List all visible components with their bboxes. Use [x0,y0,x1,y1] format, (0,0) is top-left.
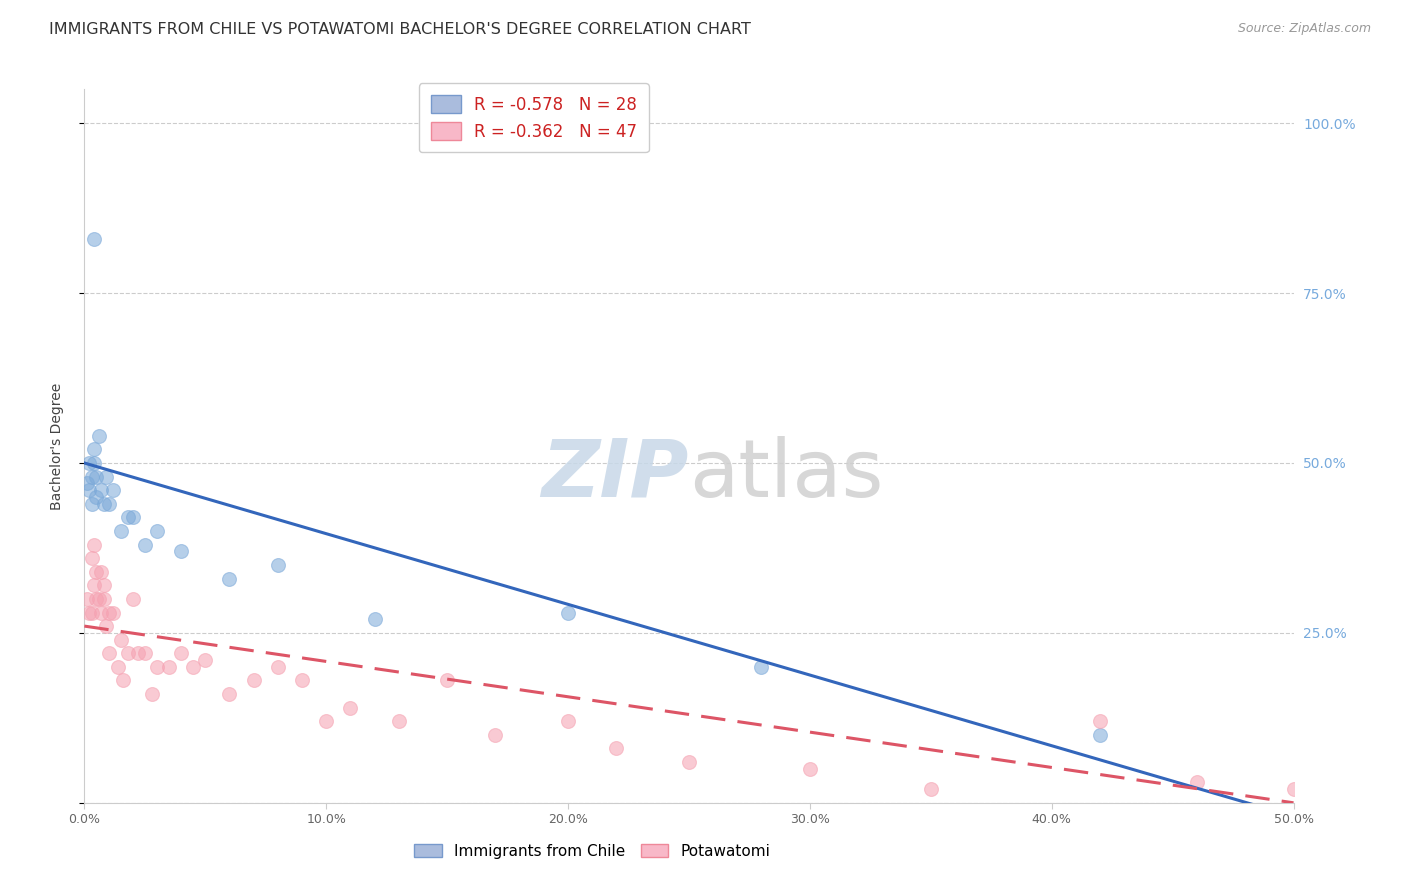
Point [146,660,169,674]
Point [110,524,132,538]
Point [86,490,108,504]
Point [97,646,120,660]
Point [80,551,103,566]
Point [267,558,290,572]
Point [97,497,120,511]
Point [218,572,240,586]
Point [799,762,821,776]
Point [112,673,135,688]
Point [83,442,105,457]
Point [339,700,361,714]
Point [751,660,773,674]
Point [87,429,110,443]
Point [83,537,105,551]
Point [110,632,132,647]
Point [83,578,105,592]
Point [93,497,115,511]
Text: IMMIGRANTS FROM CHILE VS POTAWATOMI BACHELOR'S DEGREE CORRELATION CHART: IMMIGRANTS FROM CHILE VS POTAWATOMI BACH… [49,22,751,37]
Point [194,653,217,667]
Point [121,591,143,606]
Point [80,606,103,620]
Point [388,714,411,729]
Point [103,483,125,498]
Point [80,469,103,483]
Point [97,606,120,620]
Point [242,673,264,688]
Point [90,606,112,620]
Point [170,544,193,558]
Text: ZIP: ZIP [541,435,689,514]
Text: atlas: atlas [689,435,883,514]
Point [436,673,458,688]
Point [86,591,108,606]
Point [363,612,385,626]
Point [157,660,180,674]
Point [94,469,117,483]
Point [87,591,110,606]
Point [218,687,240,701]
Point [315,714,337,729]
Point [86,565,108,579]
Point [103,606,125,620]
Point [93,578,115,592]
Point [170,646,193,660]
Point [1088,714,1111,729]
Point [1088,728,1111,742]
Point [90,483,112,498]
Point [77,483,100,498]
Point [127,646,149,660]
Point [117,510,139,524]
Y-axis label: Bachelor's Degree: Bachelor's Degree [49,383,63,509]
Point [1282,782,1305,797]
Point [94,619,117,633]
Point [181,660,204,674]
Point [83,232,105,246]
Point [484,728,506,742]
Point [557,714,579,729]
Text: Source: ZipAtlas.com: Source: ZipAtlas.com [1237,22,1371,36]
Point [86,469,108,483]
Point [146,524,169,538]
Point [678,755,700,769]
Point [267,660,290,674]
Point [117,646,139,660]
Point [141,687,163,701]
Point [77,606,100,620]
Point [107,660,129,674]
Legend: Immigrants from Chile, Potawatomi: Immigrants from Chile, Potawatomi [406,836,778,866]
Point [134,646,156,660]
Point [605,741,627,756]
Point [90,565,112,579]
Point [920,782,942,797]
Point [80,497,103,511]
Point [83,456,105,470]
Point [77,456,100,470]
Point [291,673,314,688]
Point [134,537,156,551]
Point [93,591,115,606]
Point [1185,775,1208,789]
Point [121,510,143,524]
Point [76,591,98,606]
Point [76,476,98,491]
Point [557,606,579,620]
